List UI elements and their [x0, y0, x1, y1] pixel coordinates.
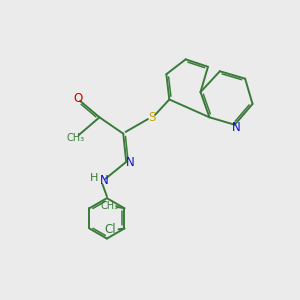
Text: O: O [73, 92, 83, 105]
Text: H: H [90, 172, 98, 183]
Text: N: N [125, 156, 134, 169]
Text: Cl: Cl [105, 224, 116, 236]
Text: N: N [232, 121, 241, 134]
Text: S: S [148, 111, 155, 124]
Text: CH₃: CH₃ [66, 133, 84, 143]
Text: N: N [100, 174, 108, 187]
Text: CH₃: CH₃ [100, 201, 118, 211]
